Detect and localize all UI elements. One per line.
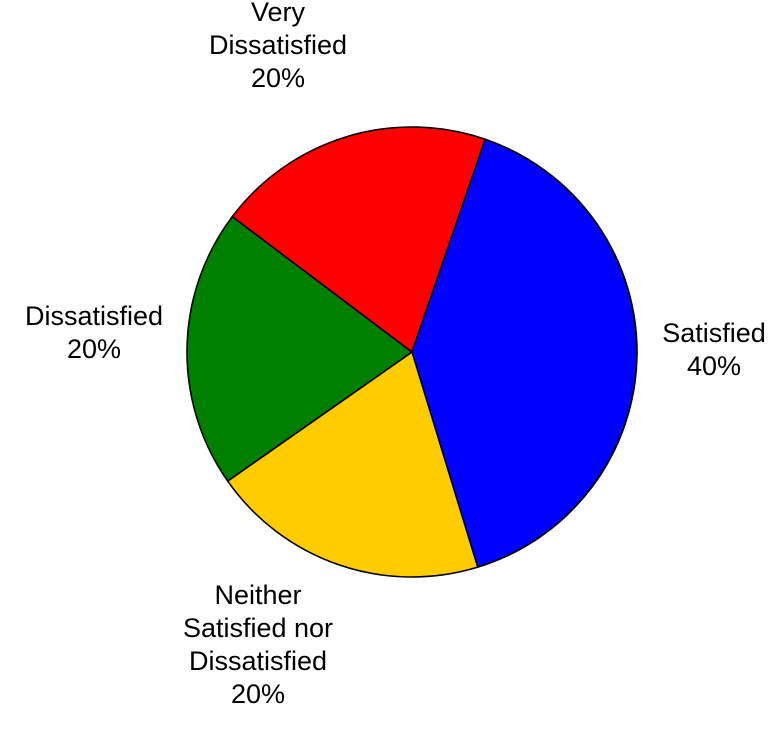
slice-label-satisfied: Satisfied 40%	[662, 318, 766, 381]
pie-slice-satisfied	[411, 138, 638, 568]
slice-label-line: 20%	[251, 63, 305, 93]
slice-label-line: Satisfied	[662, 318, 766, 348]
slice-label-line: Satisfied nor	[183, 613, 333, 643]
slice-label-line: Dissatisfied	[25, 301, 163, 331]
slice-labels: Satisfied 40%Neither Satisfied nor Dissatis…	[25, 0, 766, 709]
slice-label-dissatisfied: Dissatisfied 20%	[25, 301, 163, 364]
pie-slice-very-dissatisfied	[231, 126, 487, 353]
slice-label-line: Dissatisfied	[189, 646, 327, 676]
slice-label-very-dissatisfied: Very Dissatisfied 20%	[209, 0, 347, 93]
pie-slice-neither-satisfied-nor-dissatisfied	[226, 351, 479, 578]
slice-label-neither-satisfied-nor-dissatisfied: Neither Satisfied nor Dissatisfied 20%	[183, 580, 333, 709]
slice-label-line: Very	[251, 0, 306, 27]
slice-label-line: Neither	[214, 580, 301, 610]
slice-label-line: 20%	[231, 679, 285, 709]
slice-label-line: 20%	[67, 334, 121, 364]
pie-slice-dissatisfied	[186, 215, 413, 482]
pie-slices	[186, 126, 638, 578]
slice-label-line: 40%	[687, 351, 741, 381]
slice-label-line: Dissatisfied	[209, 30, 347, 60]
